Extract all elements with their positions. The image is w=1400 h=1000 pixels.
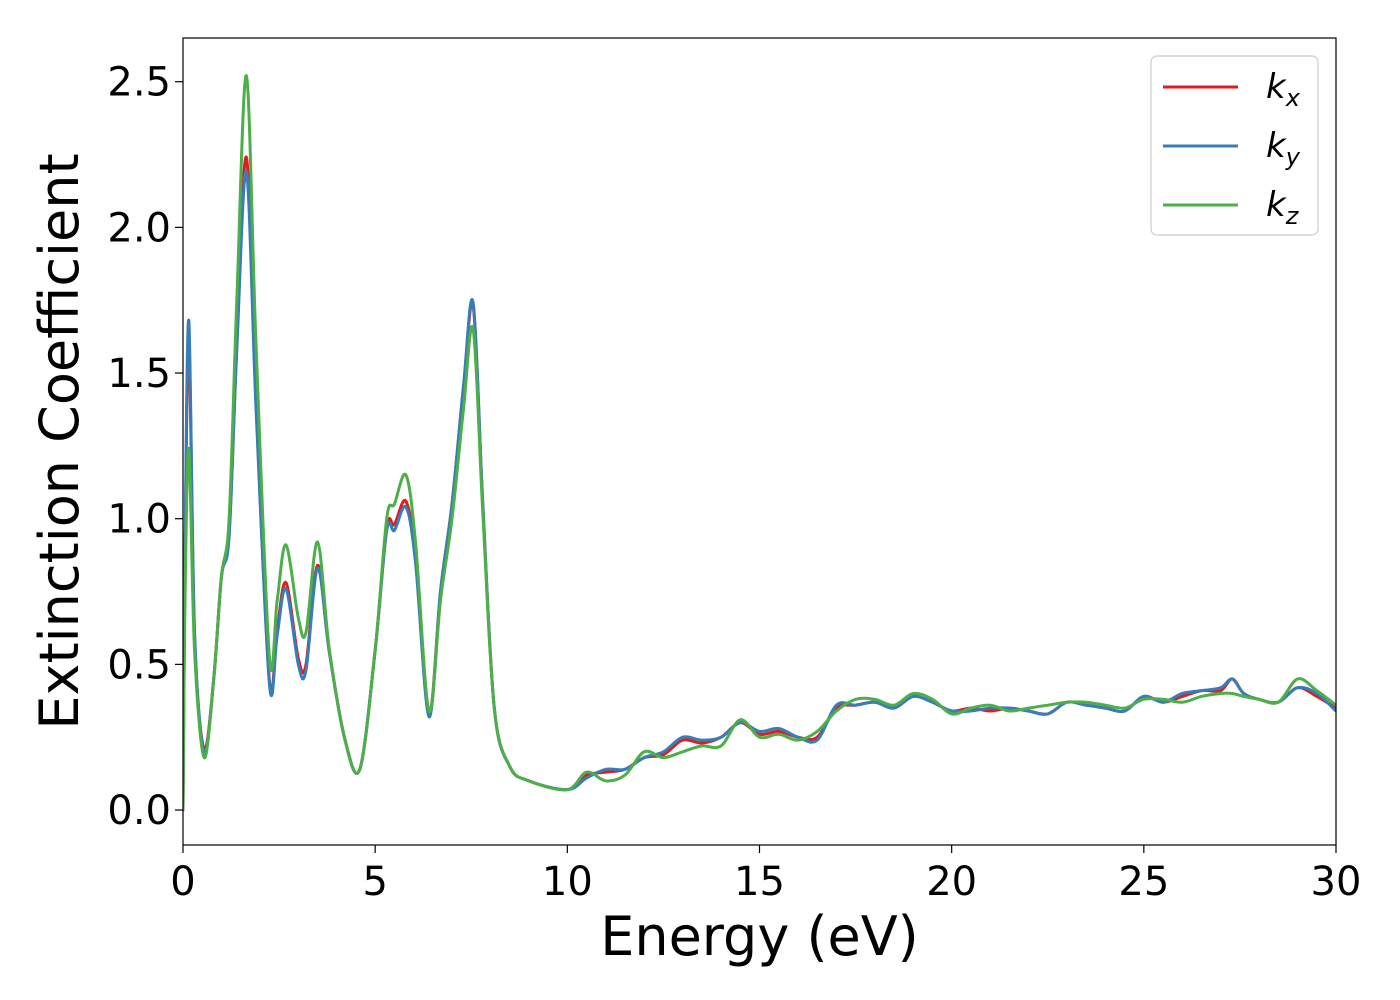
y-tick-label: 2.0: [107, 205, 171, 251]
series-line-kx: [183, 155, 1336, 812]
x-tick-label: 0: [170, 859, 195, 905]
y-tick-label: 1.5: [107, 351, 171, 397]
series-layer: [183, 74, 1336, 812]
x-tick-label: 5: [362, 859, 387, 905]
y-axis-label: Extinction Coefficient: [28, 153, 91, 729]
x-axis-ticks: 0 5 10 15 20 25 30: [170, 845, 1361, 905]
x-axis-label: Energy (eV): [600, 905, 919, 968]
series-line-kz: [183, 74, 1336, 812]
x-tick-label: 30: [1311, 859, 1362, 905]
x-tick-label: 20: [926, 859, 977, 905]
y-tick-label: 0.0: [107, 788, 171, 834]
x-tick-label: 25: [1118, 859, 1169, 905]
y-tick-label: 0.5: [107, 642, 171, 688]
series-line-ky: [183, 170, 1336, 812]
y-tick-label: 2.5: [107, 60, 171, 106]
y-axis-ticks: 0.0 0.5 1.0 1.5 2.0 2.5: [107, 60, 183, 834]
x-tick-label: 10: [542, 859, 593, 905]
y-tick-label: 1.0: [107, 497, 171, 543]
x-tick-label: 15: [734, 859, 785, 905]
